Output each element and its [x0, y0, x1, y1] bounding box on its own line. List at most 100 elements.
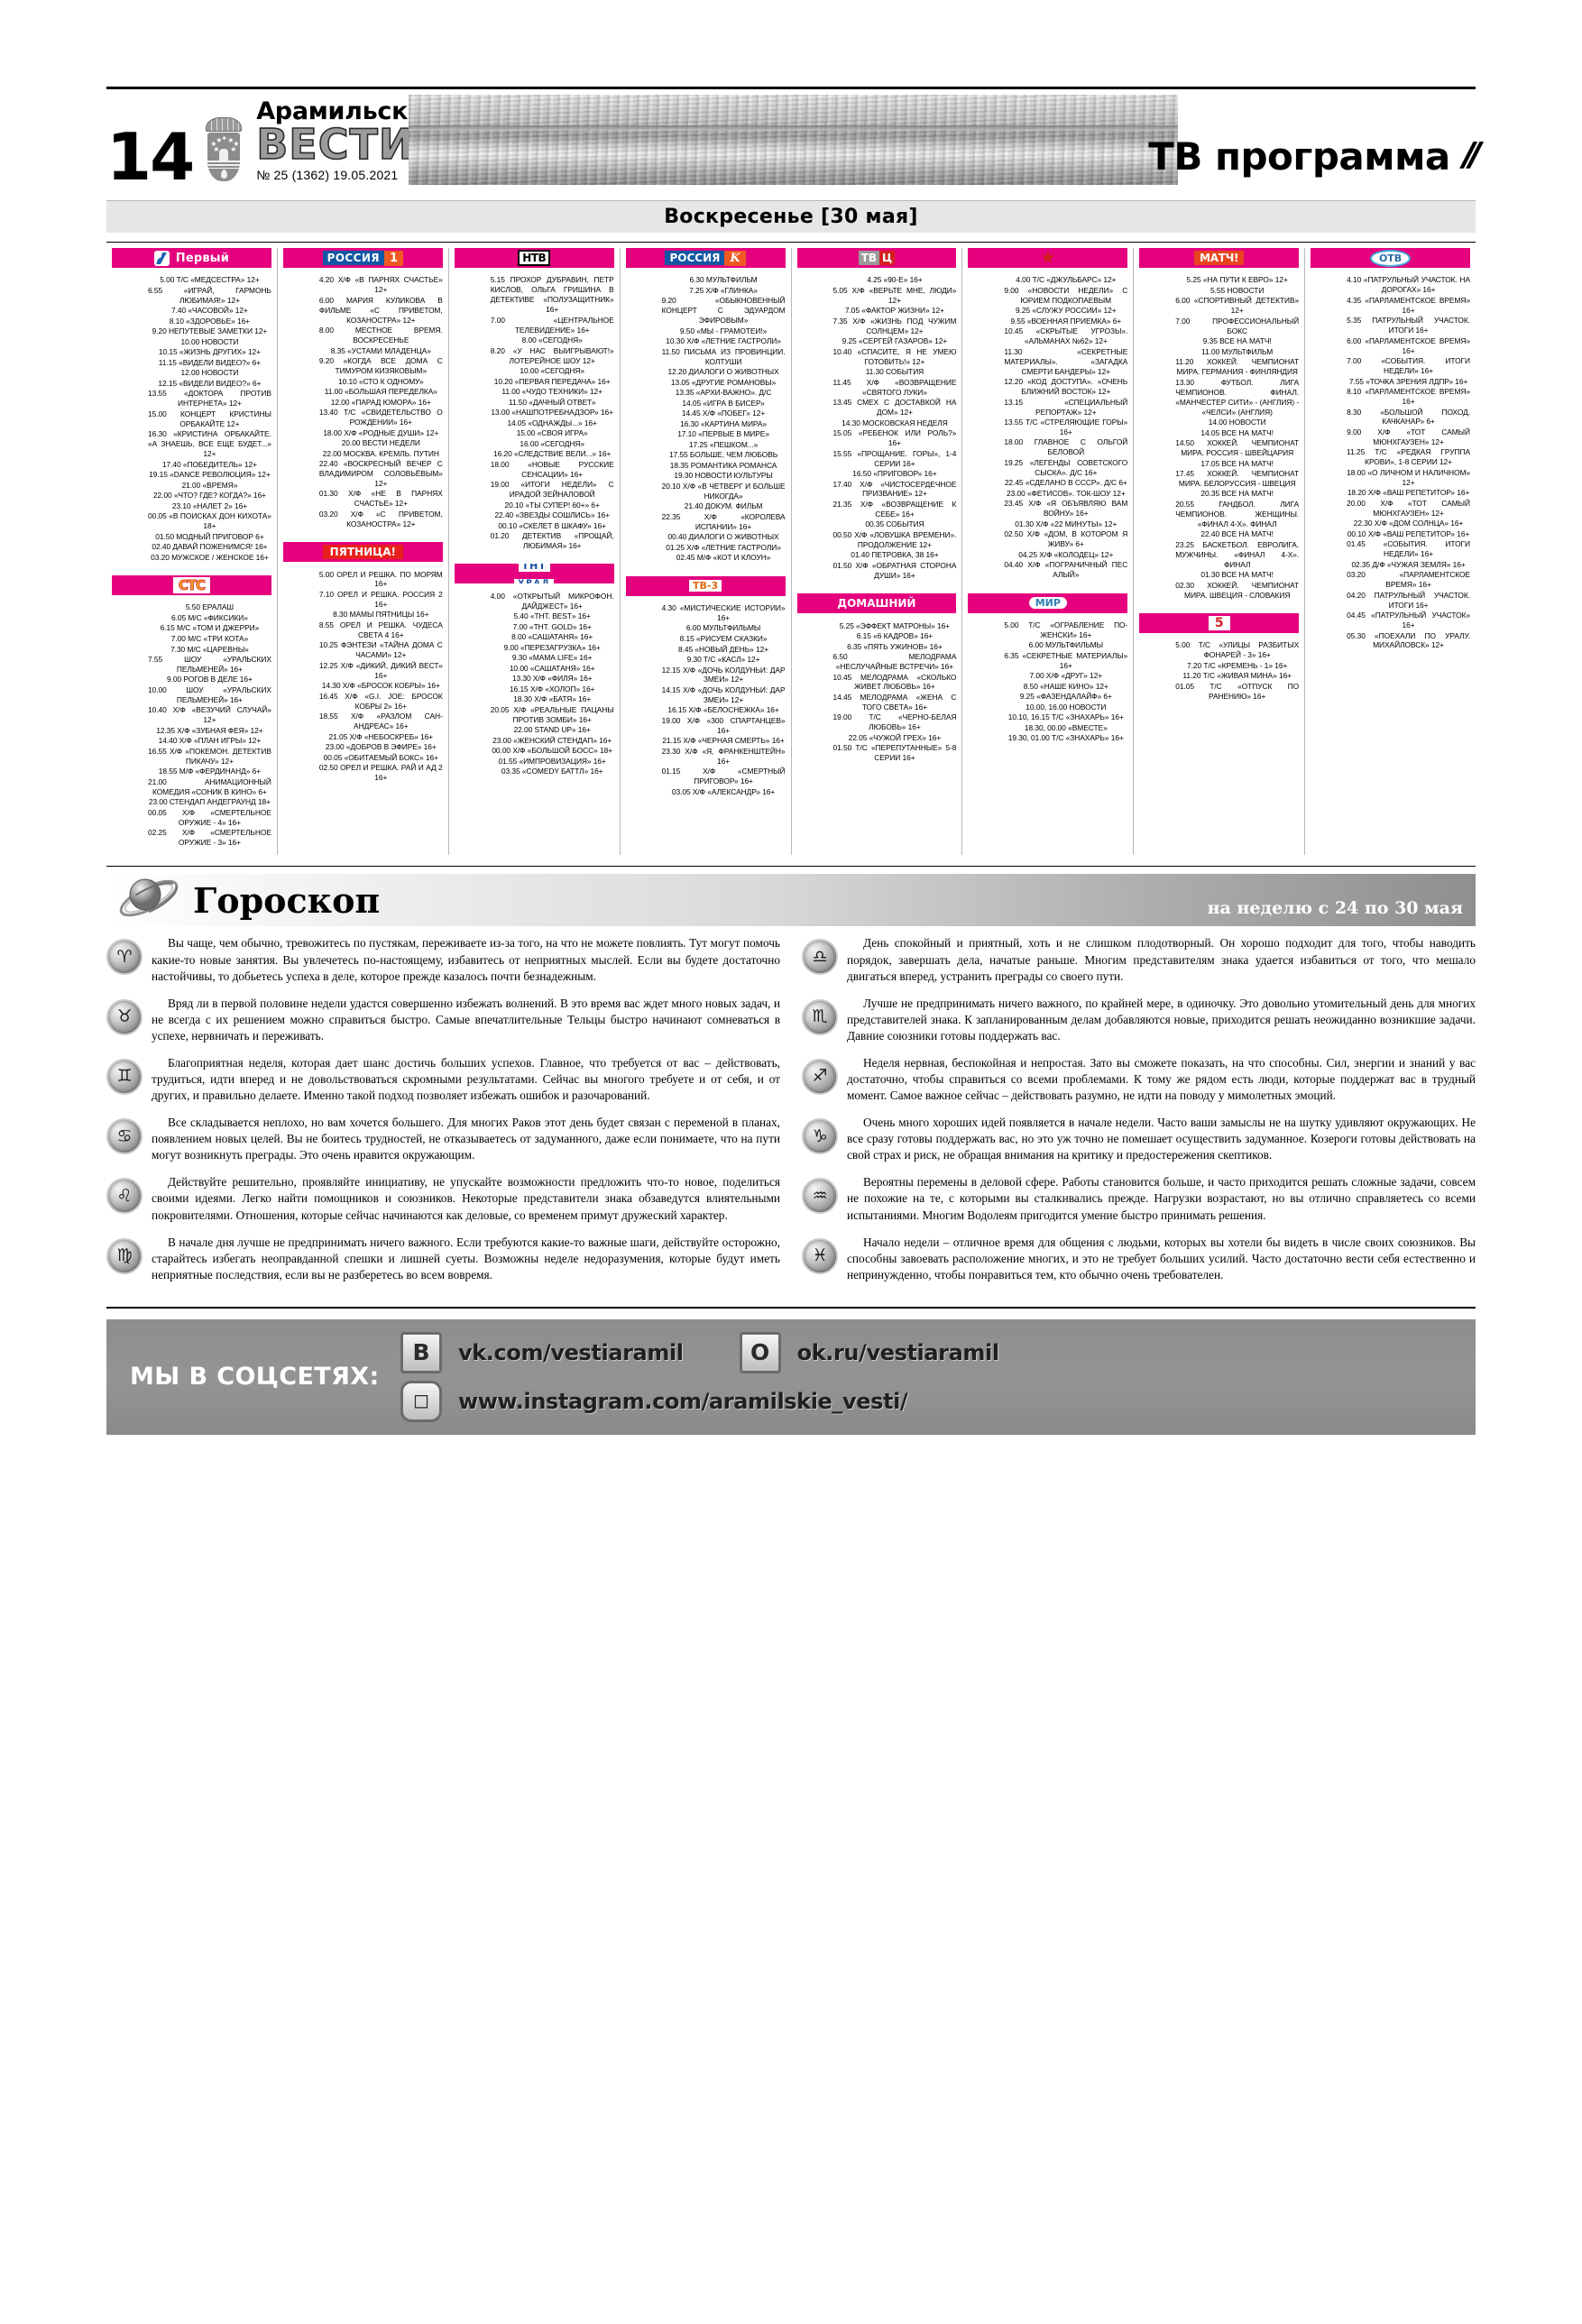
channel-logo-rossiya-1-logo[interactable]: РОССИЯ1 — [283, 248, 443, 268]
social-url[interactable]: www.instagram.com/aramilskie_vesti/ — [458, 1389, 907, 1414]
program-item: 05.30 «ПОЕХАЛИ ПО УРАЛУ. МИХАЙЛОВСК» 12+ — [1347, 631, 1470, 651]
program-item: 22.40 «ЗВЕЗДЫ СОШЛИСЬ» 16+ — [491, 510, 614, 520]
horoscope-sign: ♌Действуйте решительно, проявляйте иници… — [106, 1174, 780, 1223]
program-item: 4.25 «90-Е» 16+ — [833, 275, 957, 285]
program-item: 13.15 «СПЕЦИАЛЬНЫЙ РЕПОРТАЖ» 12+ — [1004, 398, 1127, 418]
program-item: 6.00 «СПОРТИВНЫЙ ДЕТЕКТИВ» 12+ — [1175, 296, 1299, 316]
channel-logo-pervy-kanal-logo[interactable]: Первый — [112, 248, 271, 268]
program-item: 22.30 Х/Ф «ДОМ СОЛНЦА» 16+ — [1347, 519, 1470, 528]
social-header: МЫ В СОЦСЕТЯХ: — [130, 1363, 400, 1391]
program-item: 5.00 Т/С «МЕДСЕСТРА» 12+ — [148, 275, 271, 285]
tvc-icon: ТВЦ — [859, 251, 895, 265]
program-item: 03.20 МУЖСКОЕ / ЖЕНСКОЕ 16+ — [148, 553, 271, 563]
program-item: 02.45 М/Ф «КОТ И КЛОУН» — [662, 553, 786, 563]
program-item: 19.00 «ИТОГИ НЕДЕЛИ» С ИРАДОЙ ЗЕЙНАЛОВОЙ — [491, 480, 614, 500]
horoscope-sign: ♈Вы чаще, чем обычно, тревожитесь по пус… — [106, 935, 780, 984]
social-link-vk[interactable]: Bvk.com/vestiaramil — [400, 1332, 684, 1373]
program-item: 14.45 Х/Ф «ПОБЕГ» 12+ — [662, 409, 786, 418]
program-item: 02.30 ХОККЕЙ. ЧЕМПИОНАТ МИРА. ШВЕЦИЯ - С… — [1175, 581, 1299, 601]
social-url[interactable]: vk.com/vestiaramil — [458, 1340, 684, 1365]
program-item: 18.55 Х/Ф «РАЗЛОМ САН-АНДРЕАС» 16+ — [319, 712, 443, 731]
channel-logo-tvc-logo[interactable]: ТВЦ — [797, 248, 957, 268]
program-item: 10.10 «СТО К ОДНОМУ» — [319, 377, 443, 387]
zodiac-capricorn-icon: ♑ — [802, 1118, 838, 1154]
zodiac-gemini-icon: ♊ — [106, 1059, 143, 1095]
program-item: 4.00 «ОТКРЫТЫЙ МИКРОФОН. ДАЙДЖЕСТ» 16+ — [491, 592, 614, 611]
channel-logo-pyatiy-kanal-logo[interactable]: 5 — [1139, 613, 1299, 633]
program-item: 8.00 МЕСТНОЕ ВРЕМЯ. ВОСКРЕСЕНЬЕ — [319, 326, 443, 345]
channel-logo-zvezda-logo[interactable]: ★ — [968, 248, 1127, 268]
program-item: 00.10 «СКЕЛЕТ В ШКАФУ» 16+ — [491, 521, 614, 531]
horoscope-sign: ♓Начало недели – отличное время для обще… — [802, 1235, 1476, 1283]
channel-logo-mir-logo[interactable]: МИР — [968, 593, 1127, 613]
program-item: 10.10, 16.15 Т/С «ЗНАХАРЬ» 16+ — [1004, 712, 1127, 722]
channel-logo-ntv-logo[interactable]: НТВ — [455, 248, 614, 268]
program-item: 8.20 «У НАС ВЫИГРЫВАЮТ!» ЛОТЕРЕЙНОЕ ШОУ … — [491, 346, 614, 366]
program-item: 6.00 МУЛЬТФИЛЬМЫ — [1004, 640, 1127, 650]
channel-logo-domashniy-logo[interactable]: ДОМАШНИЙ — [797, 593, 957, 613]
program-item: 01.30 ВСЕ НА МАТЧ! — [1175, 570, 1299, 580]
program-item: 00.50 Х/Ф «ЛОВУШКА ВРЕМЕНИ». ПРОДОЛЖЕНИЕ… — [833, 530, 957, 550]
program-item: 23.30 Х/Ф «Я, ФРАНКЕНШТЕЙН» 16+ — [662, 747, 786, 767]
program-item: 16.55 Х/Ф «ПОКЕМОН. ДЕТЕКТИВ ПИКАЧУ» 12+ — [148, 747, 271, 767]
masthead-photo — [409, 95, 1178, 185]
program-item: 7.00 Х/Ф «ДРУГ» 12+ — [1004, 671, 1127, 681]
program-item: 15.05 «РЕБЕНОК ИЛИ РОЛЬ?» 16+ — [833, 428, 957, 448]
channel-logo-tv3-logo[interactable]: ТВ‑3 — [626, 576, 786, 596]
channel-logo-tnt-ural-logo[interactable]: ТНТУРАЛ — [455, 564, 614, 583]
pervy-kanal-icon: Первый — [154, 251, 229, 266]
program-list: 5.00 Т/С «ОГРАБЛЕНИЕ ПО-ЖЕНСКИ» 16+6.00 … — [968, 620, 1127, 743]
social-url[interactable]: ok.ru/vestiaramil — [797, 1340, 999, 1365]
program-item: 7.30 М/С «ЦАРЕВНЫ» — [148, 645, 271, 655]
program-list: 5.00 Т/С «МЕДСЕСТРА» 12+6.55 «ИГРАЙ, ГАР… — [112, 275, 271, 562]
program-item: 02.40 ДАВАЙ ПОЖЕНИМСЯ! 16+ — [148, 542, 271, 552]
program-item: 8.50 «НАШЕ КИНО» 12+ — [1004, 682, 1127, 692]
program-item: 01.20 ДЕТЕКТИВ «ПРОЩАЙ, ЛЮБИМАЯ» 16+ — [491, 531, 614, 551]
channel-logo-pyatnica-logo[interactable]: ПЯТНИЦА! — [283, 542, 443, 562]
social-link-instagram[interactable]: ◻www.instagram.com/aramilskie_vesti/ — [400, 1381, 907, 1422]
program-item: 9.55 «ВОЕННАЯ ПРИЕМКА» 6+ — [1004, 317, 1127, 326]
program-item: 16.45 Х/Ф «G.I. JOE: БРОСОК КОБРЫ 2» 16+ — [319, 692, 443, 712]
channel-logo-rossiya-k-logo[interactable]: РОССИЯK — [626, 248, 786, 268]
program-item: 11.50 «ДАЧНЫЙ ОТВЕТ» — [491, 398, 614, 408]
program-item: 8.00 «СЕГОДНЯ» — [491, 335, 614, 345]
program-item: 00.40 ДИАЛОГИ О ЖИВОТНЫХ — [662, 532, 786, 542]
program-item: 6.55 «ИГРАЙ, ГАРМОНЬ ЛЮБИМАЯ!» 12+ — [148, 286, 271, 306]
otv-icon: ОТВ — [1370, 250, 1411, 267]
social-link-ok[interactable]: Ook.ru/vestiaramil — [740, 1332, 999, 1373]
rossiya-1-icon: РОССИЯ1 — [323, 251, 403, 266]
horoscope-sign: ♑Очень много хороших идей появляется в н… — [802, 1115, 1476, 1163]
program-item: 5.00 Т/С «ОГРАБЛЕНИЕ ПО-ЖЕНСКИ» 16+ — [1004, 620, 1127, 640]
zodiac-leo-icon: ♌ — [106, 1178, 143, 1214]
horoscope-sign: ♊Благоприятная неделя, которая дает шанс… — [106, 1055, 780, 1104]
day-bar: Воскресенье [30 мая] — [106, 200, 1476, 233]
program-item: 21.00 «ВРЕМЯ» — [148, 481, 271, 491]
program-item: 19.30, 01.00 Т/С «ЗНАХАРЬ» 16+ — [1004, 733, 1127, 743]
channel-column: ТВЦ4.25 «90-Е» 16+5.05 Х/Ф «ВЕРЬТЕ МНЕ, … — [792, 248, 963, 855]
horoscope-body: ♈Вы чаще, чем обычно, тревожитесь по пус… — [106, 935, 1476, 1293]
program-item: 11.00 МУЛЬТФИЛЬМ — [1175, 347, 1299, 357]
program-item: 02.25 Х/Ф «СМЕРТЕЛЬНОЕ ОРУЖИЕ - 3» 16+ — [148, 828, 271, 848]
program-item: 01.45 «СОБЫТИЯ. ИТОГИ НЕДЕЛИ» 16+ — [1347, 539, 1470, 559]
program-item: 9.20 «КОГДА ВСЕ ДОМА С ТИМУРОМ КИЗЯКОВЫМ… — [319, 356, 443, 376]
channel-logo-match-tv-logo[interactable]: МАТЧ! — [1139, 248, 1299, 268]
program-item: 9.25 «СЕРГЕЙ ГАЗАРОВ» 12+ — [833, 336, 957, 346]
program-item: 5.40 «ТНТ. BEST» 16+ — [491, 611, 614, 621]
channel-block: ДОМАШНИЙ 5.25 «ЭФФЕКТ МАТРОНЫ» 16+6.15 «6… — [797, 593, 957, 763]
horoscope-text: Неделя нервная, беспокойная и непростая.… — [847, 1055, 1476, 1104]
program-item: 17.25 «ПЕШКОМ...» — [662, 440, 786, 450]
program-item: 14.30 Х/Ф «БРОСОК КОБРЫ» 16+ — [319, 681, 443, 691]
program-item: 7.35 Х/Ф «ЖИЗНЬ ПОД ЧУЖИМ СОЛНЦЕМ» 12+ — [833, 317, 957, 336]
program-list: 5.25 «ЭФФЕКТ МАТРОНЫ» 16+6.15 «6 КАДРОВ»… — [797, 621, 957, 764]
program-item: 20.35 ВСЕ НА МАТЧ! — [1175, 489, 1299, 499]
horoscope-sign: ♐Неделя нервная, беспокойная и непростая… — [802, 1055, 1476, 1104]
program-item: 9.00 Х/Ф «ТОТ САМЫЙ МЮНХГАУЗЕН» 12+ — [1347, 427, 1470, 447]
program-list: 4.20 Х/Ф «В ПАРНЯХ СЧАСТЬЕ» 12+6.00 МАРИ… — [283, 275, 443, 528]
channel-logo-sts-logo[interactable]: СТС — [112, 575, 271, 595]
channel-logo-otv-logo[interactable]: ОТВ — [1311, 248, 1470, 268]
horoscope-text: Вы чаще, чем обычно, тревожитесь по пуст… — [152, 935, 780, 984]
program-item: 17.10 «ПЕРВЫЕ В МИРЕ» — [662, 429, 786, 439]
program-item: 12.00 НОВОСТИ — [148, 368, 271, 378]
horoscope-text: Лучше не предпринимать ничего важного, п… — [847, 996, 1476, 1044]
channel-column: НТВ5.15 ПРОХОР ДУБРАВИН, ПЕТР КИСЛОВ, ОЛ… — [449, 248, 621, 855]
